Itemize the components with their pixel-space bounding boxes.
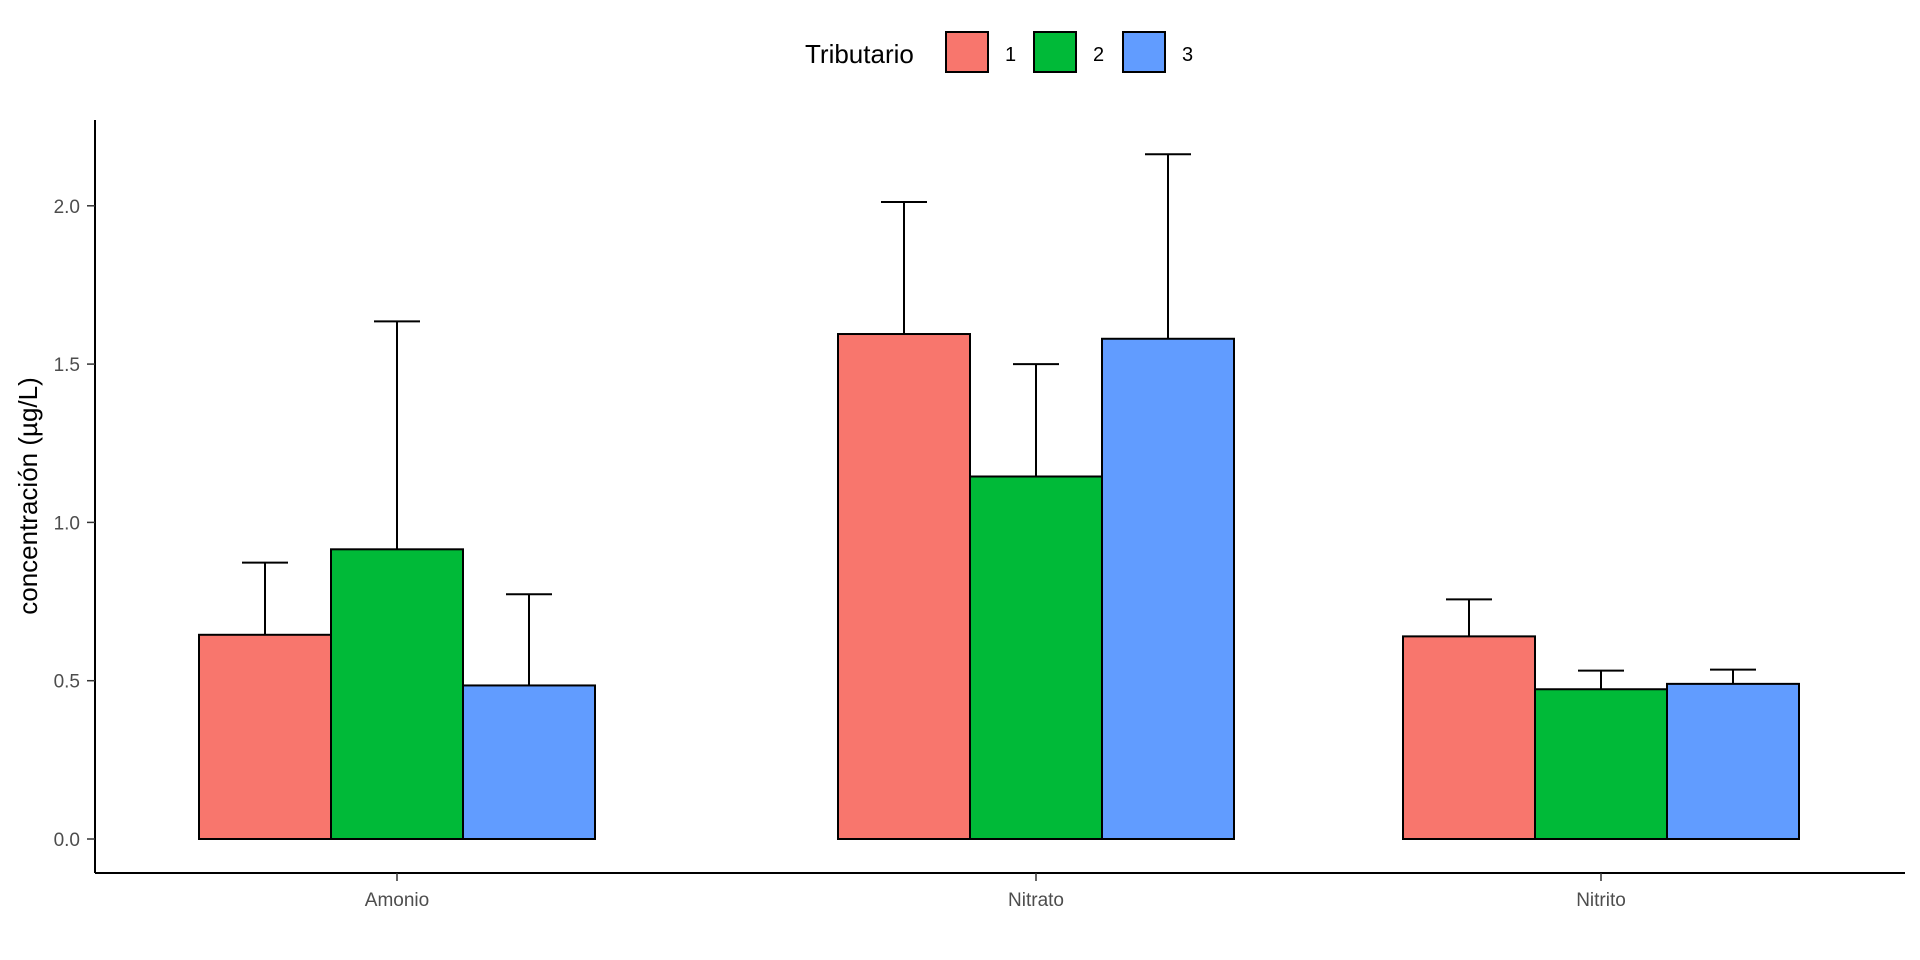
y-tick-label: 0.0 bbox=[54, 830, 80, 851]
y-tick-label: 1.0 bbox=[54, 513, 80, 534]
bar-nitrito-series-1 bbox=[1402, 635, 1536, 840]
y-tick-label: 2.0 bbox=[54, 197, 80, 218]
legend-swatch bbox=[945, 31, 989, 73]
bar-nitrato-series-3 bbox=[1101, 337, 1235, 840]
bar-amonio-series-1 bbox=[198, 633, 332, 841]
x-tick-label: Amonio bbox=[365, 890, 429, 911]
bar-nitrato-series-2 bbox=[969, 475, 1103, 840]
y-tick-label: 1.5 bbox=[54, 355, 80, 376]
bar-amonio-series-2 bbox=[330, 548, 464, 840]
bar-nitrito-series-2 bbox=[1534, 688, 1668, 841]
legend-swatch bbox=[1033, 31, 1077, 73]
legend-title: Tributario bbox=[805, 39, 914, 69]
plot-area bbox=[198, 153, 1800, 841]
axes: 0.0 0.5 1.0 1.5 2.0 Amonio Nitrato Nitrito con… bbox=[13, 120, 1905, 911]
legend-swatch bbox=[1122, 31, 1166, 73]
legend-label: 3 bbox=[1182, 44, 1193, 66]
y-tick-label: 0.5 bbox=[54, 672, 80, 693]
x-tick-label: Nitrato bbox=[1008, 890, 1064, 911]
bar-nitrito-series-3 bbox=[1666, 682, 1800, 841]
bar-nitrato-series-1 bbox=[837, 333, 971, 840]
legend-label: 1 bbox=[1005, 44, 1016, 66]
legend-label: 2 bbox=[1093, 44, 1104, 66]
bar-amonio-series-3 bbox=[462, 684, 596, 840]
legend: Tributario 1 2 3 bbox=[805, 31, 1193, 73]
y-axis-title: concentración (µg/L) bbox=[13, 377, 43, 615]
x-tick-label: Nitrito bbox=[1576, 890, 1626, 911]
